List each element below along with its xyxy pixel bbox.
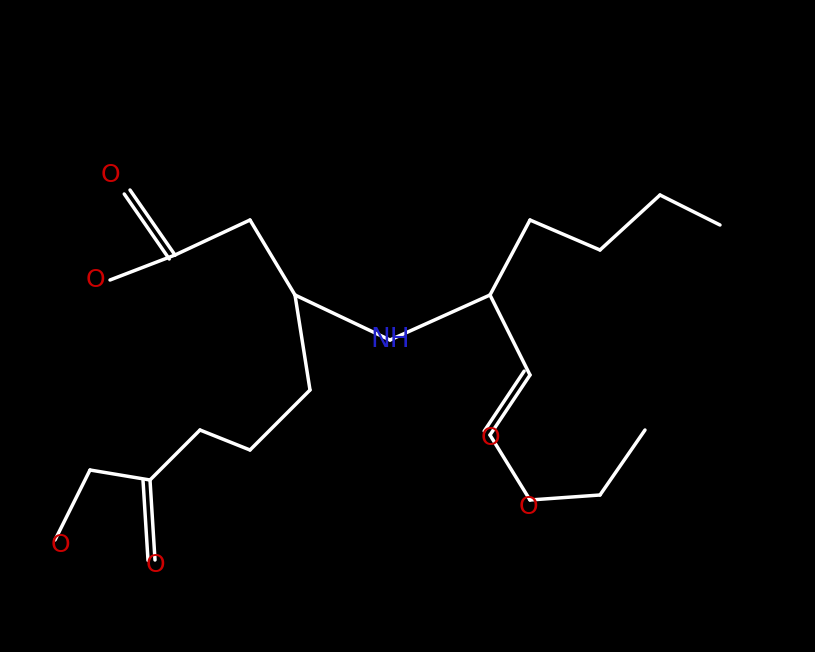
Text: O: O: [100, 163, 120, 187]
Text: O: O: [86, 268, 105, 292]
Text: O: O: [51, 533, 70, 557]
Text: NH: NH: [370, 327, 410, 353]
Text: O: O: [145, 553, 165, 577]
Text: O: O: [480, 426, 500, 450]
Text: O: O: [518, 495, 538, 519]
